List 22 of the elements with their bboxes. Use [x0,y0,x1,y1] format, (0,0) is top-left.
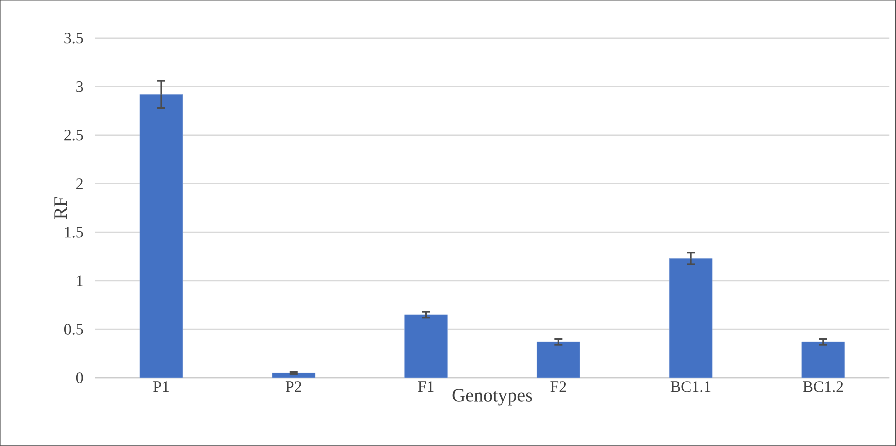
x-tick-label: F2 [550,381,566,392]
bar [802,342,846,378]
y-tick-label: 1 [77,276,83,286]
bar [404,314,448,378]
y-tick-label: 1.5 [65,226,84,238]
y-tick-label: 0 [76,372,84,384]
y-tick-label: 2.5 [64,130,84,141]
bar [669,258,713,378]
bar [272,372,316,378]
bar [140,94,184,378]
x-tick-label: P1 [154,381,169,392]
y-tick-label: 3.5 [64,32,84,44]
y-tick-label: 2 [76,178,83,190]
bar [536,342,580,378]
y-tick-label: 0.5 [64,324,84,335]
x-tick-label: BC1.2 [803,381,844,392]
x-tick-label: BC1.1 [670,381,711,392]
x-axis-title: Genotypes [452,388,532,406]
y-axis-title: RF [54,197,68,220]
x-tick-label: F1 [418,381,434,392]
x-tick-label: P2 [286,381,302,392]
y-tick-label: 3 [76,81,84,92]
